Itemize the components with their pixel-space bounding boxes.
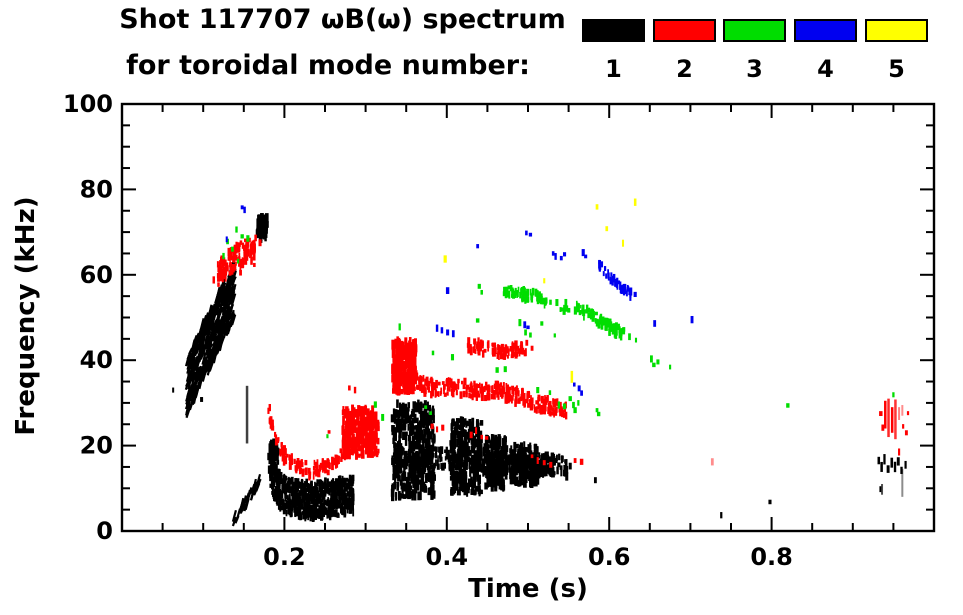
series-mode-5	[443, 198, 637, 383]
x-tick-label: 0.2	[263, 543, 306, 571]
chart-title: Shot 117707 ωB(ω) spectrum	[119, 4, 566, 35]
y-tick-label: 100	[63, 90, 113, 118]
x-axis-label: Time (s)	[468, 574, 588, 604]
legend-label-mode-2: 2	[676, 55, 693, 83]
x-tick-label: 0.4	[426, 543, 469, 571]
x-tick-label: 0.8	[750, 543, 793, 571]
legend-label-mode-4: 4	[817, 55, 834, 83]
legend-label-mode-1: 1	[605, 55, 622, 83]
legend-swatch-mode-3	[723, 19, 786, 42]
x-tick-label: 0.6	[588, 543, 631, 571]
series-mode-4	[225, 205, 694, 396]
y-tick-label: 80	[80, 175, 113, 203]
series-mode-3	[222, 226, 895, 439]
legend-label-mode-5: 5	[888, 55, 905, 83]
legend-swatch-mode-5	[865, 19, 928, 42]
legend-swatch-mode-1	[582, 19, 645, 42]
legend-swatch-mode-4	[794, 19, 857, 42]
series-mode-1	[172, 213, 907, 527]
y-tick-label: 60	[80, 261, 113, 289]
chart-subtitle: for toroidal mode number:	[126, 50, 530, 81]
legend-label-mode-3: 3	[746, 55, 763, 83]
legend-swatch-mode-2	[653, 19, 716, 42]
series-mode-2	[212, 234, 910, 481]
y-tick-label: 20	[80, 432, 113, 460]
y-tick-label: 0	[96, 517, 113, 545]
y-tick-label: 40	[80, 346, 113, 374]
